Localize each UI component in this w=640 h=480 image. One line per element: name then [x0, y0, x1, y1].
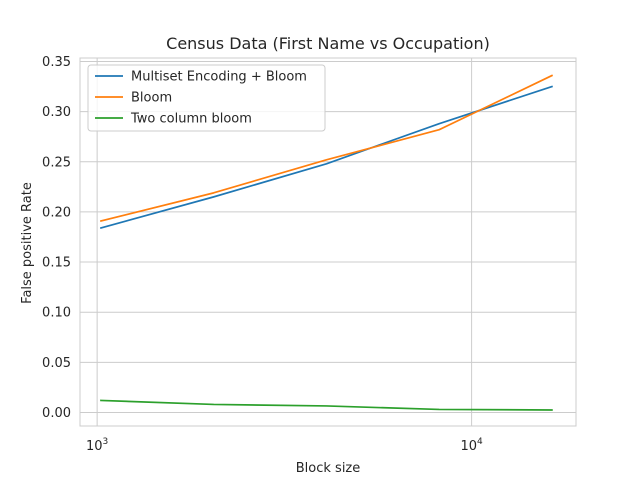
y-tick-label: 0.35 [42, 55, 71, 70]
y-tick-label: 0.05 [42, 356, 71, 371]
series-line-3 [100, 399, 553, 411]
plot-area-frame [79, 57, 577, 427]
y-tick-label: 0.10 [42, 306, 71, 321]
legend-label: Bloom [131, 91, 172, 106]
y-tick-label: 0.20 [42, 205, 71, 220]
legend-box [87, 64, 326, 132]
y-tick-label: 0.30 [42, 105, 71, 120]
legend-label: Multiset Encoding + Bloom [131, 70, 307, 85]
y-tick-label: 0.25 [42, 155, 71, 170]
x-tick-labels: 103 104 [86, 437, 483, 454]
legend-label: Two column bloom [130, 112, 252, 127]
x-tick-label: 104 [460, 437, 483, 454]
chart-title: Census Data (First Name vs Occupation) [166, 34, 490, 53]
y-tick-label: 0.15 [42, 256, 71, 271]
y-axis-label: False positive Rate [20, 182, 35, 304]
x-axis-label: Block size [296, 461, 361, 476]
y-tick-label: 0.00 [42, 406, 71, 421]
legend: Multiset Encoding + Bloom Bloom Two column… [87, 64, 326, 132]
series-lines [99, 74, 554, 411]
series-line-2 [99, 74, 554, 222]
y-tick-labels: 0.00 0.05 0.10 0.15 0.20 0.25 0.30 0.35 [42, 55, 71, 421]
x-tick-label: 103 [86, 437, 108, 454]
